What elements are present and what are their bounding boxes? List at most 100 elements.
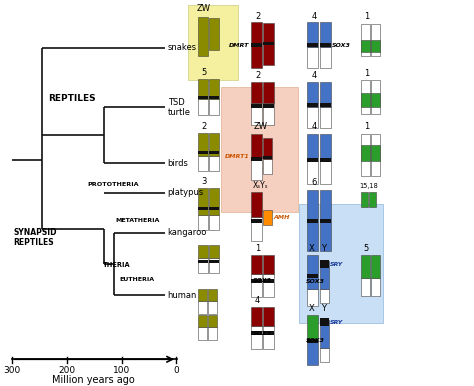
Bar <box>264 279 274 283</box>
Text: SRY: SRY <box>330 262 343 267</box>
Bar <box>308 340 318 365</box>
Bar <box>198 156 208 171</box>
Text: birds: birds <box>168 159 189 168</box>
Bar <box>308 103 318 107</box>
Bar <box>361 145 370 161</box>
Text: 4: 4 <box>311 12 317 21</box>
Bar <box>251 279 262 283</box>
Bar <box>251 103 262 125</box>
Text: 2: 2 <box>255 71 260 80</box>
Bar <box>319 261 328 289</box>
Bar <box>361 278 370 296</box>
Text: 1: 1 <box>364 122 369 131</box>
Bar <box>198 301 207 314</box>
Bar <box>308 339 318 343</box>
Text: Y: Y <box>321 244 327 252</box>
Text: DMRT: DMRT <box>229 43 249 48</box>
Bar <box>251 192 262 217</box>
Text: SOX3: SOX3 <box>306 338 325 343</box>
Bar <box>251 157 262 161</box>
Text: 0: 0 <box>173 366 179 375</box>
Bar <box>319 320 328 348</box>
Bar <box>198 327 207 340</box>
Bar <box>264 23 274 64</box>
Bar <box>361 80 370 115</box>
Text: EUTHERIA: EUTHERIA <box>120 277 155 282</box>
Text: 6: 6 <box>311 178 317 188</box>
Text: SOX3: SOX3 <box>306 279 325 284</box>
Bar <box>264 255 274 274</box>
Bar <box>264 159 272 174</box>
Bar <box>319 289 328 303</box>
Bar <box>208 315 217 327</box>
Bar <box>308 22 318 47</box>
Bar <box>264 104 274 108</box>
Bar <box>210 156 219 171</box>
Text: 15,18: 15,18 <box>359 183 378 189</box>
Text: 4: 4 <box>311 122 317 131</box>
Text: Million years ago: Million years ago <box>52 375 135 385</box>
Text: SOX3: SOX3 <box>253 278 272 283</box>
Bar <box>299 204 383 323</box>
Bar <box>251 134 262 158</box>
Bar <box>251 217 262 241</box>
Bar <box>319 158 330 162</box>
Text: kangaroo: kangaroo <box>168 228 207 237</box>
Text: 1: 1 <box>364 69 369 78</box>
Bar <box>361 134 370 176</box>
Bar <box>208 301 217 314</box>
Bar <box>372 40 381 52</box>
Text: 5: 5 <box>364 244 369 252</box>
Text: SYNAPSID
REPTILES: SYNAPSID REPTILES <box>14 228 57 247</box>
Bar <box>319 190 330 251</box>
Bar <box>198 188 208 215</box>
Bar <box>210 134 219 156</box>
Bar <box>210 207 219 210</box>
Text: 200: 200 <box>58 366 75 375</box>
Text: 5: 5 <box>201 68 207 77</box>
Bar <box>198 215 208 230</box>
Bar <box>319 107 330 128</box>
Text: THERIA: THERIA <box>103 262 130 268</box>
Bar <box>198 315 207 327</box>
Bar <box>319 161 330 184</box>
Bar <box>264 138 272 159</box>
Bar <box>198 79 208 99</box>
Bar <box>308 43 318 47</box>
Bar <box>361 192 368 207</box>
Bar <box>251 274 262 297</box>
Bar <box>308 255 318 288</box>
Text: snakes: snakes <box>168 43 197 52</box>
Bar <box>188 5 238 80</box>
Bar <box>251 219 262 223</box>
Text: human: human <box>168 291 197 300</box>
Bar <box>264 274 274 297</box>
Bar <box>198 151 208 154</box>
Bar <box>251 307 262 326</box>
Bar <box>319 22 330 47</box>
Bar <box>198 134 208 156</box>
Bar <box>210 260 219 262</box>
Bar <box>264 42 274 46</box>
Text: AMH: AMH <box>273 215 290 220</box>
Text: TSD
turtle: TSD turtle <box>168 98 191 117</box>
Bar <box>361 40 370 52</box>
Text: SOX3: SOX3 <box>253 331 272 336</box>
Text: 2: 2 <box>255 12 260 21</box>
Text: ZW: ZW <box>197 4 211 13</box>
Bar <box>198 245 208 258</box>
Text: X: X <box>309 244 315 252</box>
Bar <box>251 104 262 108</box>
Bar <box>372 93 381 107</box>
Bar <box>210 188 219 215</box>
Text: 300: 300 <box>3 366 20 375</box>
Bar <box>361 93 370 107</box>
Bar <box>210 258 219 273</box>
Bar <box>210 151 219 154</box>
Text: 1: 1 <box>255 244 260 252</box>
Bar <box>198 96 208 99</box>
Bar <box>369 192 376 207</box>
Bar <box>308 134 318 161</box>
Bar <box>319 82 330 107</box>
Bar <box>308 190 318 251</box>
